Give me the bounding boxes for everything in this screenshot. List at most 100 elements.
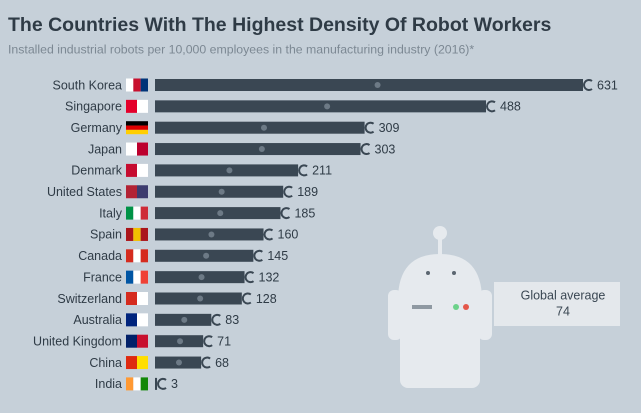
flag-stripe — [126, 334, 137, 348]
category-label: Australia — [73, 313, 122, 327]
flag-stripe — [126, 185, 137, 199]
flag-stripe — [126, 206, 134, 220]
flag-stripe — [126, 292, 137, 305]
value-label: 309 — [379, 121, 400, 135]
chart-title: The Countries With The Highest Density O… — [8, 14, 551, 36]
value-label: 132 — [259, 270, 280, 284]
bar-knob — [217, 210, 224, 217]
value-label: 303 — [375, 142, 396, 156]
category-label: China — [89, 356, 122, 370]
bar-knob — [198, 274, 205, 281]
bar-cap — [280, 207, 291, 220]
category-label: Germany — [71, 121, 123, 135]
category-label: Spain — [90, 228, 122, 242]
category-label: Switzerland — [57, 292, 122, 306]
bar-knob — [260, 124, 267, 131]
bar-cap — [583, 79, 593, 91]
bar-knob — [208, 231, 215, 238]
value-label: 145 — [267, 249, 288, 263]
flag-stripe — [126, 313, 137, 327]
bar-cap — [253, 249, 263, 262]
flag-stripe — [126, 377, 134, 391]
bar — [155, 143, 361, 156]
flag-stripe — [133, 206, 141, 220]
bar-cap — [157, 377, 167, 390]
value-label: 3 — [171, 377, 178, 391]
flag-stripe — [126, 99, 137, 113]
category-label: United Kingdom — [33, 334, 122, 348]
chart-subtitle: Installed industrial robots per 10,000 e… — [8, 42, 474, 56]
value-label: 68 — [215, 356, 229, 370]
bar — [155, 79, 583, 91]
bar-cap — [283, 185, 293, 198]
bar — [155, 100, 487, 113]
bar-knob — [181, 316, 188, 323]
flag-stripe — [140, 78, 148, 92]
annotation-value: 74 — [556, 304, 570, 318]
flag-stripe — [133, 78, 141, 92]
flag-stripe — [137, 313, 148, 327]
flag-stripe — [133, 249, 141, 263]
bar-cap — [203, 335, 213, 348]
flag-stripe — [137, 356, 148, 370]
value-label: 83 — [225, 313, 239, 327]
category-label: Singapore — [65, 100, 122, 114]
value-label: 128 — [256, 292, 277, 306]
bar-knob — [324, 103, 331, 110]
flag-stripe — [140, 249, 148, 263]
value-label: 631 — [597, 78, 618, 92]
flag-stripe — [126, 129, 148, 135]
robot: Global average 74 — [388, 226, 620, 388]
category-label: India — [95, 377, 122, 391]
flag-stripe — [140, 377, 148, 391]
bar-knob — [374, 82, 381, 88]
bar — [155, 121, 365, 134]
category-label: Italy — [99, 206, 123, 220]
flag-stripe — [137, 185, 148, 199]
annotation-label: Global average — [521, 288, 606, 302]
bar — [155, 377, 158, 390]
bar-cap — [486, 100, 496, 113]
bar-cap — [263, 228, 274, 241]
bar-cap — [364, 121, 375, 134]
flag-stripe — [126, 163, 137, 177]
bar-knob — [218, 188, 225, 195]
category-label: South Korea — [53, 78, 123, 92]
flag-stripe — [140, 227, 148, 241]
flag-stripe — [126, 125, 148, 130]
category-label: Japan — [88, 142, 122, 156]
flag-stripe — [126, 270, 134, 284]
bar-cap — [298, 164, 308, 177]
flag-stripe — [140, 270, 148, 284]
category-label: Denmark — [71, 164, 122, 178]
bar-cap — [211, 313, 221, 326]
flag-stripe — [133, 377, 141, 391]
value-label: 71 — [217, 334, 231, 348]
value-label: 160 — [278, 228, 299, 242]
flag-stripe — [137, 142, 148, 156]
flag-stripe — [126, 227, 134, 241]
bar-cap — [241, 292, 252, 305]
bar-knob — [197, 295, 204, 302]
value-label: 189 — [297, 185, 318, 199]
flag-stripe — [137, 292, 148, 305]
flag-stripe — [126, 78, 134, 92]
bar-cap — [244, 271, 255, 284]
bar-cap — [360, 143, 371, 156]
bar-knob — [226, 167, 233, 174]
bar-knob — [177, 338, 184, 345]
value-label: 488 — [500, 100, 521, 114]
category-label: Canada — [78, 249, 122, 263]
flag-stripe — [137, 99, 148, 113]
category-label: United States — [47, 185, 122, 199]
value-label: 211 — [312, 164, 332, 178]
bar-knob — [258, 146, 265, 153]
bar-knob — [203, 252, 210, 259]
flag-stripe — [137, 163, 148, 177]
flag-stripe — [133, 270, 141, 284]
flag-stripe — [137, 334, 148, 348]
flag-stripe — [126, 121, 148, 126]
value-label: 185 — [294, 206, 315, 220]
